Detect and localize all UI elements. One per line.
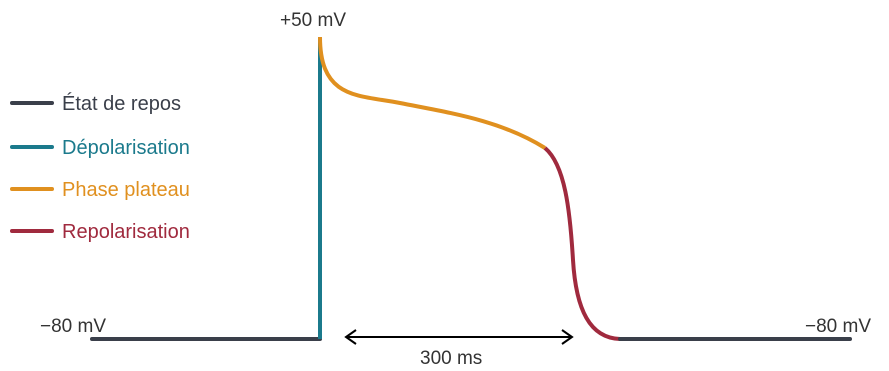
rest-voltage-label-left: −80 mV	[40, 316, 106, 337]
legend-label-plateau: Phase plateau	[62, 179, 190, 201]
legend-label-rest: État de repos	[62, 92, 181, 115]
legend-label-depolarization: Dépolarisation	[62, 137, 190, 159]
duration-label: 300 ms	[420, 348, 482, 369]
repolarization-segment	[543, 146, 621, 341]
duration-arrow-left-head	[344, 329, 357, 345]
legend-label-repolarization: Repolarisation	[62, 221, 190, 243]
legend: État de repos Dépolarisation Phase plate…	[10, 92, 190, 243]
duration-arrow-right-head	[561, 329, 574, 345]
plateau-segment	[318, 36, 547, 150]
rest-voltage-label-right: −80 mV	[805, 316, 871, 337]
duration-arrow	[344, 329, 574, 345]
peak-voltage-label: +50 mV	[280, 10, 346, 31]
